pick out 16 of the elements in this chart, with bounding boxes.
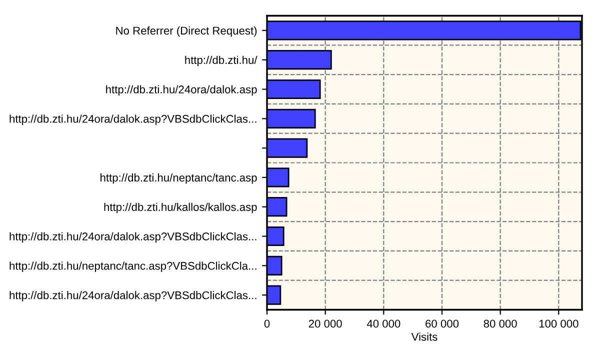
y-tick-label: http://db.zti.hu/24ora/dalok.asp?VBSdbClickClas... xyxy=(10,114,256,125)
y-tick-label: http://db.zti.hu/kallos/kallos.asp xyxy=(104,202,257,214)
y-tick-label: http://db.zti.hu/24ora/dalok.asp xyxy=(106,85,257,96)
x-tick-label: 100 000 xyxy=(539,320,578,328)
x-tick-label: 0 xyxy=(264,320,270,328)
y-tick-label: http://db.zti.hu/24ora/dalok.asp?VBSdbClickClas... xyxy=(10,232,256,243)
y-tick-label: No Referrer (Direct Request) xyxy=(116,26,257,37)
x-tick-label: 60 000 xyxy=(426,320,459,328)
x-tick-label: 20 000 xyxy=(308,320,342,328)
y-tick-label: http://db.zti.hu/24ora/dalok.asp?VBSdbClickClas... xyxy=(10,291,256,302)
x-tick-label: 40 000 xyxy=(366,320,400,328)
y-tick-label: http://db.zti.hu/neptanc/tanc.asp xyxy=(100,173,257,184)
x-axis-title: Visits xyxy=(411,332,438,341)
y-tick-label: http://db.zti.hu/neptanc/tanc.asp?VBSdbClickCla... xyxy=(10,262,256,272)
x-tick-label: 80 000 xyxy=(484,320,517,328)
y-tick-label: http://db.zti.hu/ xyxy=(185,56,258,66)
